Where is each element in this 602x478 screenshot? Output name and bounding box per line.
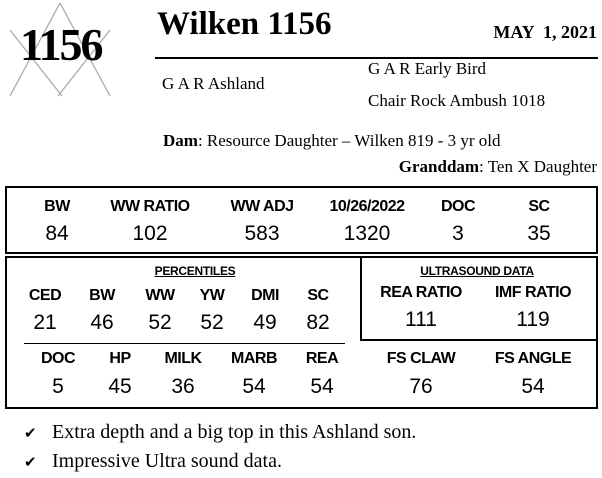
percentile-label: HP [109,350,131,367]
percentile-label: DMI [251,287,279,304]
sire-sire: G A R Early Bird [368,59,487,78]
date: MAY 1, 2021 [493,22,597,42]
ultrasound-label: REA RATIO [380,284,462,301]
percentile-value: 5 [52,375,64,398]
dam-label: Dam [163,131,198,150]
percentile-value: 54 [242,375,266,398]
note-item: Extra depth and a big top in this Ashlan… [52,421,417,443]
note-item: Impressive Ultra sound data. [52,450,282,472]
percentile-value: 21 [33,311,57,334]
dam-line: Dam: Resource Daughter – Wilken 819 - 3 … [163,131,501,151]
percentile-value: 82 [306,311,330,334]
feet-label: FS CLAW [386,350,456,367]
ultrasound-box [360,256,598,341]
percentile-label: DOC [40,350,76,367]
granddam-line: Granddam: Ten X Daughter [399,157,597,177]
stat-value: 1320 [343,222,391,245]
percentile-value: 46 [90,311,114,334]
stat-value: 3 [452,222,464,245]
percentile-label: WW [145,287,175,304]
percentiles-title: PERCENTILES [154,264,236,278]
percentiles-divider [24,343,345,344]
stat-value: 84 [45,222,69,245]
percentile-label: SC [307,287,329,304]
percentile-value: 36 [171,375,195,398]
stat-label: WW ADJ [230,198,294,215]
feet-value: 76 [409,375,433,398]
granddam-label: Granddam [398,157,480,176]
percentile-value: 49 [253,311,277,334]
ultrasound-label: IMF RATIO [494,284,572,301]
stat-value: 583 [244,222,280,245]
ultrasound-value: 119 [516,308,550,331]
title-divider [155,57,598,59]
sire: G A R Ashland [162,74,265,93]
logo-number: 1156 [20,19,103,70]
stat-label: 10/26/2022 [329,198,405,215]
stat-label: BW [44,198,70,215]
percentile-value: 52 [148,311,172,334]
granddam: : Ten X Daughter [479,157,597,176]
percentile-label: YW [199,287,225,304]
percentile-label: CED [28,287,62,304]
feet-value: 54 [521,375,545,398]
stat-label: WW RATIO [110,198,190,215]
percentile-label: MARB [231,350,278,367]
checkmark-icon: ✔ [24,454,37,471]
percentile-label: REA [305,350,339,367]
stats-box [5,186,598,254]
dam: : Resource Daughter – Wilken 819 - 3 yr … [197,131,501,150]
percentile-value: 54 [310,375,334,398]
percentile-value: 45 [108,375,132,398]
ultrasound-value: 111 [405,308,437,331]
stat-value: 35 [527,222,551,245]
diamond-logo-icon [10,2,111,97]
feet-label: FS ANGLE [494,350,572,367]
page-title: Wilken 1156 [157,6,332,42]
percentile-label: MILK [164,350,202,367]
stat-label: DOC [440,198,476,215]
percentile-value: 52 [200,311,224,334]
sire-dam: Chair Rock Ambush 1018 [368,91,546,110]
stat-label: SC [528,198,550,215]
ultrasound-title: ULTRASOUND DATA [420,264,534,278]
stat-value: 102 [132,222,168,245]
checkmark-icon: ✔ [24,425,37,442]
percentile-label: BW [89,287,115,304]
